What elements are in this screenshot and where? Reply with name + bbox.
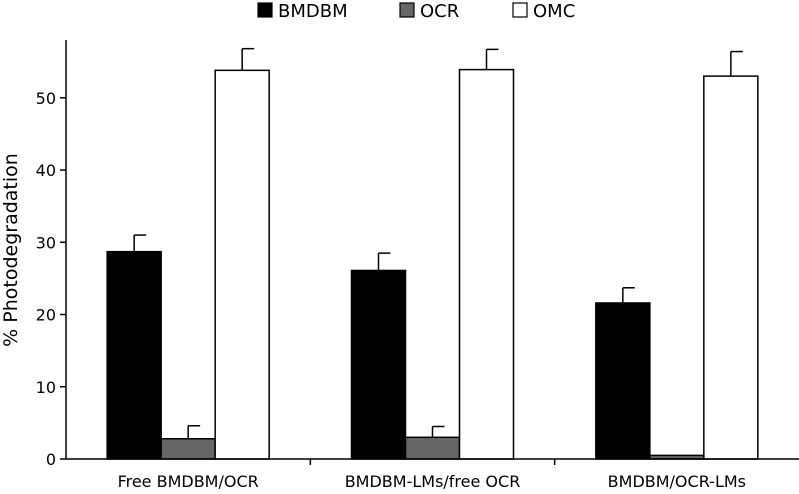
legend-label-omc: OMC: [533, 1, 575, 22]
y-axis-label: % Photodegradation: [0, 153, 22, 347]
bar-bmdbm: [106, 250, 162, 460]
bar-ocr: [160, 438, 216, 460]
bar-omc: [458, 68, 515, 460]
y-tick-label: 20: [36, 306, 56, 325]
bar-omc: [703, 75, 759, 460]
legend-swatch-bmdbm: [257, 2, 273, 18]
bar-bmdbm: [595, 302, 651, 460]
y-tick-label: 0: [46, 450, 56, 469]
chart-legend: BMDBM OCR OMC: [257, 1, 575, 22]
legend-swatch-ocr: [399, 2, 415, 18]
y-tick-label: 10: [36, 378, 56, 397]
x-tick-label: BMDBM-LMs/free OCR: [345, 472, 521, 491]
legend-label-bmdbm: BMDBM: [278, 1, 348, 22]
legend-label-ocr: OCR: [420, 1, 459, 22]
y-tick-label: 30: [36, 233, 56, 252]
bar-omc: [214, 69, 270, 460]
y-tick-label: 40: [36, 161, 56, 180]
axes-layer: 0 10 20 30 40 50 Free BMDBM/OCR BMDBM-LMs/free …: [36, 40, 799, 491]
bar-ocr: [404, 436, 461, 460]
x-tick-label: BMDBM/OCR-LMs: [608, 472, 746, 491]
bars-layer: [106, 47, 759, 460]
legend-swatch-omc: [512, 2, 528, 18]
bar-bmdbm: [350, 269, 407, 460]
y-tick-label: 50: [36, 89, 56, 108]
x-tick-label: Free BMDBM/OCR: [118, 472, 259, 491]
